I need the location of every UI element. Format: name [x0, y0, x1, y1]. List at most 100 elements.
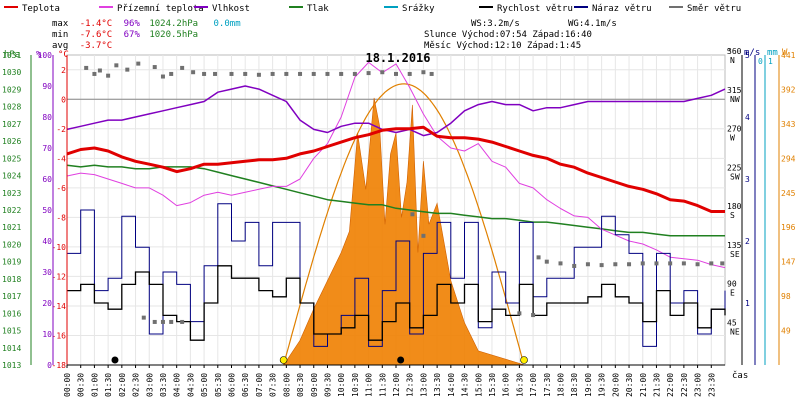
wind-dir-point — [84, 65, 89, 70]
wind-dir-point — [141, 315, 146, 320]
stat-max: max -1.4°C 96% 1024.2hPa 0.0mm — [52, 19, 241, 29]
x-tick-label: 23:30 — [707, 373, 716, 397]
gust-line — [67, 203, 726, 347]
wind-dir-point — [394, 71, 398, 76]
wind-dir-point — [152, 65, 157, 70]
axis-hpa-tick: 1030 — [2, 68, 21, 77]
stat-avg: avg -3.7°C — [52, 41, 112, 51]
axis-temp-tick: -8 — [56, 213, 66, 222]
axis-cas-label: čas — [732, 370, 748, 381]
axis-hpa-tick: 1029 — [2, 85, 21, 94]
axis-hpa-header: hPa — [4, 50, 20, 60]
axis-degc-header: °C — [58, 50, 69, 60]
axis-hpa-tick: 1028 — [2, 103, 21, 112]
axis-temp-tick: -4 — [56, 154, 66, 163]
axis-dir-tick: 90 — [727, 280, 737, 289]
axis-w-tick: 196 — [781, 223, 796, 232]
x-tick-label: 10:30 — [351, 373, 360, 397]
axis-pct-tick: 70 — [42, 144, 52, 153]
x-tick-label: 05:30 — [214, 373, 223, 397]
axis-mm-header: mm — [767, 48, 778, 58]
axis-w-tick: 441 — [781, 51, 796, 60]
axis-hpa-tick: 1018 — [2, 275, 21, 284]
wind-dir-point — [229, 71, 234, 76]
wind-dir-point — [270, 71, 275, 76]
axis-w-tick: 392 — [781, 85, 796, 94]
axis-hpa-tick: 1022 — [2, 206, 21, 215]
wind-dir-point — [572, 263, 577, 268]
wind-dir-point — [169, 71, 174, 76]
x-tick-label: 02:00 — [118, 373, 127, 397]
axis-w-header: W — [782, 48, 788, 58]
axis-dir-label: N — [730, 56, 735, 65]
wind-dir-point — [213, 71, 218, 76]
axis-dir-label: S — [730, 211, 735, 220]
wind-dir-point — [136, 61, 141, 66]
axis-dir-tick: 315 — [727, 86, 742, 95]
axis-ms-tick: 2 — [745, 237, 750, 246]
temperature-line — [66, 125, 725, 213]
axis-w-tick: 343 — [781, 120, 796, 129]
wind-dir-point — [599, 263, 604, 268]
wind-dir-point — [298, 71, 303, 76]
info-ws: WS:3.2m/s — [471, 19, 520, 29]
axis-pct-tick: 0 — [47, 361, 52, 370]
wind-dir-point — [114, 63, 119, 68]
axis-pct-tick: 90 — [42, 82, 52, 91]
axis-dir-tick: 270 — [727, 125, 742, 134]
humidity-line — [66, 85, 726, 137]
x-tick-label: 00:30 — [77, 373, 86, 397]
x-tick-label: 00:00 — [63, 373, 72, 397]
x-tick-label: 19:00 — [584, 373, 593, 397]
x-tick-label: 04:30 — [186, 373, 195, 397]
axis-w-tick: 49 — [781, 327, 791, 336]
x-tick-label: 05:00 — [200, 373, 209, 397]
x-tick-label: 01:00 — [90, 373, 99, 397]
x-tick-label: 06:00 — [228, 373, 237, 397]
axis-dir-tick: 180 — [727, 202, 742, 211]
wind-dir-point — [191, 70, 196, 75]
axis-hpa-tick: 1025 — [2, 154, 21, 163]
chart-title: 18.1.2016 — [365, 51, 430, 65]
wind-dir-point — [531, 313, 536, 318]
wind-dir-point — [544, 259, 549, 264]
axis-pct-tick: 60 — [42, 175, 52, 184]
wind-dir-point — [536, 255, 541, 260]
axis-hpa-tick: 1014 — [2, 344, 21, 353]
axis-hpa-tick: 1016 — [2, 309, 21, 318]
x-tick-label: 09:30 — [323, 373, 332, 397]
axis-ms-header: m/s — [744, 48, 760, 58]
wind-speed-line — [67, 265, 726, 341]
wind-dir-point — [640, 261, 645, 266]
axis-dir-tick: 45 — [727, 318, 737, 327]
sunset-marker — [520, 356, 528, 364]
wind-dir-point — [407, 71, 412, 76]
wind-dir-point — [125, 67, 130, 72]
wind-dir-point — [709, 261, 714, 266]
x-tick-label: 17:00 — [529, 373, 538, 397]
x-tick-label: 16:00 — [502, 373, 511, 397]
legend-label-1: Přízemní teplota — [117, 4, 204, 14]
x-tick-label: 01:30 — [104, 373, 113, 397]
wind-dir-point — [160, 74, 165, 79]
x-tick-label: 21:00 — [639, 373, 648, 397]
wind-dir-point — [202, 71, 207, 76]
axis-temp-tick: -12 — [52, 272, 67, 281]
moonset-marker — [111, 356, 119, 364]
x-tick-label: 02:30 — [132, 373, 141, 397]
axis-ms-tick: 4 — [745, 113, 750, 122]
axis-ms-top-tick: 1 — [768, 57, 773, 66]
axis-dir-tick: 225 — [727, 163, 742, 172]
axis-pct-tick: 50 — [42, 206, 52, 215]
wind-dir-point — [325, 71, 330, 76]
axis-ms-tick: 1 — [745, 299, 750, 308]
legend-label-6: Náraz větru — [592, 4, 652, 14]
x-tick-label: 03:30 — [159, 373, 168, 397]
wind-dir-point — [517, 311, 522, 316]
x-tick-label: 15:00 — [474, 373, 483, 397]
x-tick-label: 04:00 — [173, 373, 182, 397]
wind-dir-point — [429, 71, 434, 76]
axis-pct-tick: 30 — [42, 268, 52, 277]
wind-dir-point — [256, 72, 261, 77]
axis-dir-tick: 135 — [727, 241, 742, 250]
